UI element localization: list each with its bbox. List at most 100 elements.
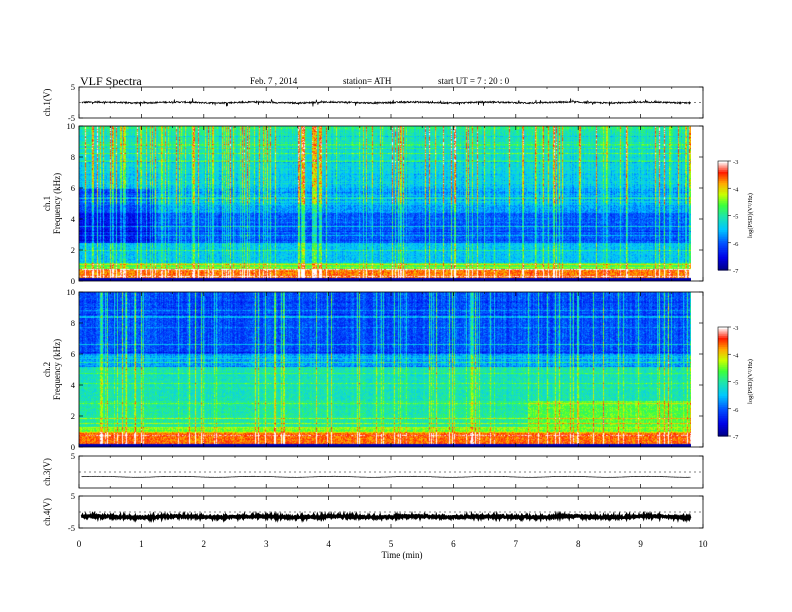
colorbar-segment — [718, 396, 728, 399]
colorbar-segment — [718, 195, 728, 198]
x-tick-label: 3 — [264, 539, 269, 549]
colorbar-segment — [718, 168, 728, 171]
start-time-label: start UT = 7 : 20 : 0 — [438, 76, 510, 86]
colorbar-segment — [718, 204, 728, 208]
spec2-ytick-label: 10 — [67, 287, 76, 297]
colorbar-segment — [718, 208, 728, 211]
ch4-ytick-label: -5 — [68, 523, 75, 533]
ch4-waveform-panel: 5 -5 ch.4(V) — [42, 491, 704, 533]
spec1-ytick-label: 2 — [71, 245, 75, 255]
colorbar-segment — [718, 426, 728, 430]
ch2-spectrogram-panel: 0 2 4 6 8 10 ch.2 Frequency (kHz) — [42, 287, 704, 452]
colorbar-segment — [718, 348, 728, 352]
ch3-ytick-label: 5 — [71, 451, 75, 461]
colorbar-segment — [718, 233, 728, 237]
colorbar-segment — [718, 175, 728, 178]
colorbar-segment — [718, 432, 728, 435]
colorbar-segment — [718, 219, 728, 222]
spec1-ytick-label: 4 — [71, 214, 76, 224]
spec1-ytick-label: 0 — [71, 276, 75, 286]
colorbar-tick-label: -5 — [733, 380, 738, 387]
colorbar-segment — [718, 197, 728, 200]
colorbar-segment — [718, 217, 728, 220]
colorbar-segment — [718, 430, 728, 433]
colorbar-tick-label: -4 — [733, 352, 739, 359]
ch3-ylabel: ch.3(V) — [42, 458, 52, 486]
ch1-spectrogram-image — [79, 126, 691, 281]
date-label: Feb. 7 , 2014 — [250, 76, 298, 86]
colorbar-segment — [718, 200, 728, 204]
colorbar-segment — [718, 230, 728, 233]
colorbar-segment — [718, 401, 728, 404]
colorbar-segment — [718, 202, 728, 206]
ch2-colorbar: -3 -4 -5 -6 -7 log(PSD)(V²/Hz) — [717, 325, 754, 441]
colorbar-segment — [718, 226, 728, 229]
spec2-ytick-label: 4 — [71, 380, 76, 390]
colorbar-segment — [718, 211, 728, 215]
colorbar-segment — [718, 328, 728, 332]
colorbar-tick-label: -5 — [733, 214, 738, 221]
spec1-channel-label: ch.1 — [42, 196, 52, 211]
x-axis-label: Time (min) — [382, 550, 423, 560]
colorbar-segment — [718, 381, 728, 384]
colorbar-segment — [718, 403, 728, 406]
colorbar-segment — [718, 428, 728, 432]
colorbar-segment — [718, 392, 728, 395]
colorbar-segment — [718, 266, 728, 269]
colorbar-segment — [718, 242, 728, 246]
colorbar-segment — [718, 182, 728, 186]
colorbar-segment — [718, 379, 728, 383]
colorbar-segment — [718, 359, 728, 363]
colorbar-segment — [718, 220, 728, 224]
colorbar-segment — [718, 345, 728, 348]
colorbar-segment — [718, 268, 728, 271]
ch4-ytick-label: 5 — [71, 491, 75, 501]
colorbar-segment — [718, 425, 728, 428]
colorbar-segment — [718, 372, 728, 375]
colorbar-segment — [718, 193, 728, 197]
colorbar-tick-label: -3 — [733, 159, 738, 166]
colorbar-segment — [718, 377, 728, 381]
colorbar-segment — [718, 213, 728, 217]
colorbar-segment — [718, 356, 728, 359]
colorbar-segment — [718, 246, 728, 249]
x-tick-label: 7 — [514, 539, 519, 549]
colorbar-segment — [718, 235, 728, 238]
ch1-waveform-panel: 5 -5 ch.1(V) — [42, 82, 704, 123]
colorbar-segment — [718, 262, 728, 266]
colorbar-segment — [718, 397, 728, 401]
colorbar-segment — [718, 336, 728, 339]
colorbar-segment — [718, 332, 728, 335]
ch3-waveform-panel: 5 ch.3(V) — [42, 451, 704, 489]
colorbar-segment — [718, 244, 728, 247]
colorbar-segment — [718, 190, 728, 193]
colorbar-segment — [718, 368, 728, 372]
colorbar-segment — [718, 414, 728, 417]
colorbar-segment — [718, 388, 728, 392]
x-tick-label: 4 — [326, 539, 331, 549]
ch1-ytick-label: 5 — [71, 82, 75, 92]
colorbar-segment — [718, 240, 728, 244]
colorbar-segment — [718, 412, 728, 415]
colorbar-segment — [718, 337, 728, 341]
colorbar-segment — [718, 166, 728, 169]
colorbar-segment — [718, 173, 728, 177]
spec1-ytick-label: 8 — [71, 152, 75, 162]
ch4-ylabel: ch.4(V) — [42, 498, 52, 526]
colorbar-segment — [718, 248, 728, 251]
ch2-spectrogram-image — [79, 292, 691, 447]
colorbar-segment — [718, 434, 728, 437]
colorbar-segment — [718, 239, 728, 242]
colorbar-segment — [718, 164, 728, 168]
spec2-ytick-label: 0 — [71, 442, 75, 452]
colorbar-segment — [718, 376, 728, 379]
colorbar-label: log(PSD)(V²/Hz) — [747, 193, 754, 238]
x-tick-label: 8 — [576, 539, 581, 549]
ch1-ylabel: ch.1(V) — [42, 89, 52, 117]
colorbar-segment — [718, 357, 728, 361]
colorbar-segment — [718, 365, 728, 368]
colorbar-segment — [718, 255, 728, 258]
ch1-spectrogram-panel: 0 2 4 6 8 10 ch.1 Frequency (kHz) — [42, 121, 704, 286]
spec2-ytick-label: 2 — [71, 411, 75, 421]
